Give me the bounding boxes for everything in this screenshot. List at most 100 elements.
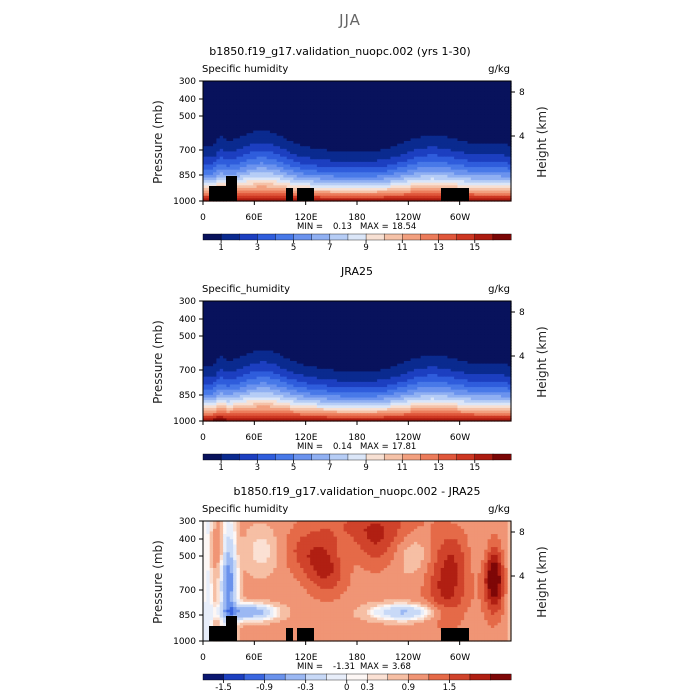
heatmap-cell [326,117,331,121]
heatmap-cell [280,107,284,111]
heatmap-cell [249,94,254,98]
heatmap-cell [320,112,325,116]
heatmap-cell [259,135,264,139]
heatmap-cell [290,109,294,113]
heatmap-cell [259,130,264,134]
heatmap-cell [490,107,495,111]
heatmap-cell [437,148,442,153]
heatmap-cell [373,148,378,153]
heatmap-cell [444,148,448,153]
heatmap-cell [464,133,469,137]
heatmap-cell [340,112,345,116]
heatmap-cell [464,112,469,116]
heatmap-cell [393,86,398,90]
heatmap-cell [487,112,492,116]
heatmap-cell [437,91,442,95]
heatmap-cell [350,130,355,134]
heatmap-cell [387,107,392,111]
heatmap-cell [480,94,485,98]
heatmap-cell [357,138,361,142]
heatmap-cell [480,107,485,111]
colorbar-label: 9 [363,243,368,253]
heatmap-cell [434,117,438,121]
heatmap-cell [219,143,224,147]
heatmap-cell [313,127,318,132]
heatmap-cell [400,99,405,103]
heatmap-cell [280,109,284,113]
heatmap-cell [209,99,214,103]
heatmap-cell [477,143,482,147]
heatmap-cell [330,122,335,126]
heatmap-cell [477,86,482,90]
heatmap-cell [236,127,241,132]
heatmap-cell [300,133,305,137]
heatmap-cell [447,114,452,119]
heatmap-cell [393,83,398,87]
heatmap-cell [444,83,448,87]
heatmap-cell [336,86,341,90]
heatmap-cell [380,112,385,116]
heatmap-cell [310,94,315,98]
colorbar-swatch [311,233,331,241]
heatmap-cell [273,86,278,90]
heatmap-cell [326,114,331,119]
heatmap-cell [229,101,234,106]
heatmap-cell [420,114,425,119]
panel-model: b1850.f19_g17.validation_nuopc.002 (yrs … [151,45,549,253]
heatmap-cell [480,146,485,150]
heatmap-cell [316,127,321,132]
heatmap-cell [293,88,298,93]
heatmap-cell [239,109,244,113]
heatmap-cell [417,81,422,85]
heatmap-cell [353,104,358,108]
heatmap-cell [464,114,469,119]
heatmap-cell [346,130,351,134]
heatmap-cell [447,125,452,129]
heatmap-cell [350,88,355,93]
heatmap-cell [303,148,308,153]
heatmap-cell [246,109,251,113]
heatmap-cell [296,86,301,90]
heatmap-cell [323,88,328,93]
heatmap-cell [440,91,445,95]
heatmap-cell [434,127,438,132]
heatmap-cell [504,151,509,155]
heatmap-cell [460,109,465,113]
heatmap-cell [286,91,291,95]
heatmap-cell [209,91,214,95]
heatmap-cell [430,125,435,129]
heatmap-cell [273,81,278,85]
heatmap-cell [440,138,445,142]
heatmap-cell [484,143,489,147]
heatmap-cell [256,112,261,116]
heatmap-cell [464,86,469,90]
heatmap-cell [246,101,251,106]
heatmap-cell [393,94,398,98]
heatmap-cell [293,117,298,121]
heatmap-cell [447,146,452,150]
heatmap-cell [249,114,254,119]
heatmap-cell [464,127,469,132]
heatmap-cell [330,81,335,85]
heatmap-cell [323,117,328,121]
heatmap-cell [410,91,415,95]
heatmap-cell [316,117,321,121]
heatmap-cell [474,146,479,150]
heatmap-cell [444,120,448,124]
heatmap-cell [259,107,264,111]
heatmap-cell [239,86,244,90]
heatmap-cell [320,146,325,150]
heatmap-cell [457,125,462,129]
heatmap-cell [223,120,228,124]
heatmap-cell [410,109,415,113]
heatmap-cell [390,86,395,90]
heatmap-cell [410,107,415,111]
heatmap-cell [263,138,268,142]
heatmap-cell [253,112,258,116]
heatmap-cell [259,91,264,95]
heatmap-cell [323,120,328,124]
heatmap-cell [213,94,217,98]
heatmap-cell [219,117,224,121]
heatmap-cell [216,133,221,137]
heatmap-cell [480,148,485,153]
